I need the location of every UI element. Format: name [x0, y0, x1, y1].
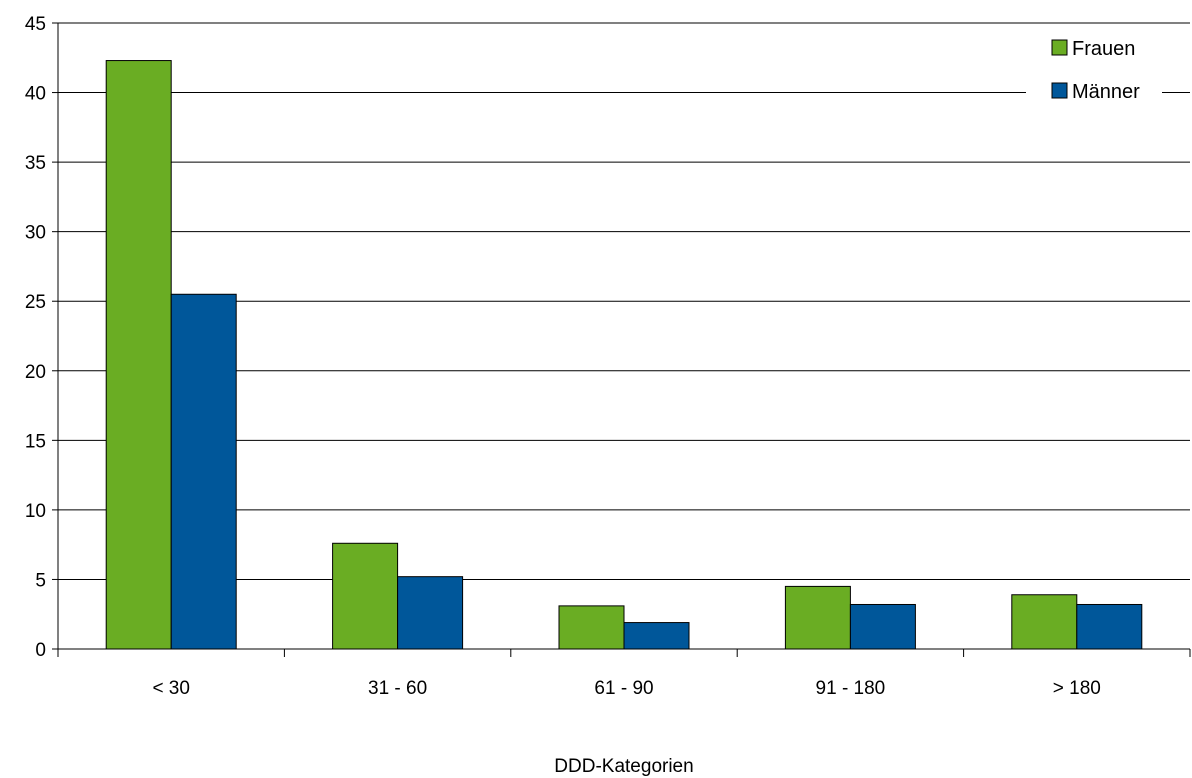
x-tick-label: 31 - 60 — [368, 678, 427, 699]
y-tick-label: 20 — [25, 362, 46, 383]
bar-mnner-4 — [1076, 603, 1143, 650]
legend: Frauen Männer — [1026, 30, 1162, 110]
bar-frauen-1 — [332, 542, 399, 650]
x-axis-title: DDD-Kategorien — [554, 756, 693, 777]
legend-swatch — [1051, 39, 1068, 56]
gridlines — [58, 22, 1190, 580]
bar-mnner-3 — [849, 603, 916, 650]
bars — [105, 60, 1143, 650]
legend-background — [1026, 30, 1162, 110]
x-tick-label: < 30 — [152, 678, 190, 699]
bar-frauen-3 — [784, 585, 851, 650]
bar-mnner-1 — [397, 576, 464, 650]
y-tick-label: 45 — [25, 14, 46, 35]
bar-mnner-0 — [170, 293, 237, 650]
y-tick-label: 25 — [25, 292, 46, 313]
y-tick-label: 5 — [35, 570, 46, 591]
legend-label: Frauen — [1072, 38, 1135, 60]
y-ticks: 0 5 10 15 20 25 30 35 40 45 — [25, 14, 58, 661]
y-tick-label: 30 — [25, 223, 46, 244]
bar-mnner-2 — [623, 622, 690, 650]
x-tick-label: 91 - 180 — [816, 678, 886, 699]
y-tick-label: 35 — [25, 153, 46, 174]
y-tick-label: 40 — [25, 84, 46, 105]
y-tick-label: 15 — [25, 431, 46, 452]
y-tick-label: 10 — [25, 501, 46, 522]
x-tick-label: 61 - 90 — [594, 678, 653, 699]
legend-swatch — [1051, 82, 1068, 99]
axes — [57, 23, 1190, 650]
bar-frauen-2 — [558, 605, 625, 650]
bar-frauen-0 — [105, 60, 172, 650]
x-tick-label: > 180 — [1053, 678, 1101, 699]
x-ticks: < 30 31 - 60 61 - 90 91 - 180 > 180 — [57, 649, 1191, 699]
legend-label: Männer — [1072, 81, 1140, 103]
y-tick-label: 0 — [35, 640, 46, 661]
bar-frauen-4 — [1011, 594, 1078, 650]
